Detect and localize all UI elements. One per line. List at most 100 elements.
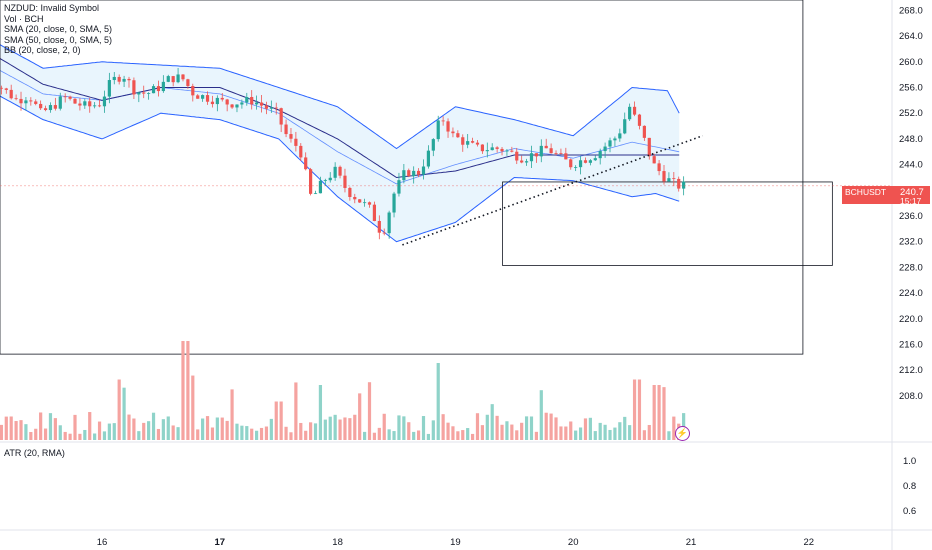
volume-bar [524, 416, 529, 440]
candle [215, 95, 219, 112]
candle [240, 99, 244, 109]
candle-body [500, 148, 504, 152]
volume-bar [309, 422, 313, 440]
candle [63, 93, 67, 103]
candle-body [520, 160, 524, 163]
volume-bar [181, 341, 185, 440]
candle [289, 128, 293, 143]
volume-bar [500, 424, 504, 440]
volume-bar [24, 424, 28, 440]
volume-bar [534, 431, 538, 440]
candle [43, 105, 48, 112]
candle [39, 100, 43, 111]
candle-body [161, 81, 165, 92]
drawing-rectangle [502, 181, 833, 266]
candle-body [362, 202, 367, 204]
volume-bar [255, 430, 259, 440]
candle [446, 118, 450, 138]
candle-body [392, 193, 396, 213]
legend-symbol[interactable]: NZDUD: Invalid Symbol [4, 3, 100, 13]
volume-bar [628, 425, 632, 440]
volume-bar [83, 429, 87, 440]
candle [127, 76, 131, 88]
candle [186, 78, 190, 89]
candle [677, 176, 681, 192]
candle [19, 91, 23, 111]
volume-bar [0, 424, 3, 440]
candle-body [529, 153, 534, 162]
candle [196, 94, 200, 99]
candle-body [618, 133, 622, 139]
volume-bar [176, 427, 180, 440]
candle-body [416, 170, 421, 175]
candle-body [407, 170, 411, 177]
volume-bar [461, 430, 465, 440]
volume-bar [39, 412, 43, 440]
price-badge-countdown: 15:17 [900, 196, 922, 206]
candle [402, 164, 406, 184]
candle [245, 92, 249, 106]
time-axis-tick: 17 [215, 537, 226, 548]
candle-body [137, 92, 141, 95]
legend-sma20[interactable]: SMA (20, close, 0, SMA, 5) [4, 24, 113, 34]
volume-bar [147, 421, 151, 440]
candle-body [43, 108, 48, 111]
candle-body [441, 120, 445, 122]
candle [255, 95, 259, 110]
volume-bar [107, 423, 111, 440]
volume-bar [618, 422, 622, 440]
volume-bar [466, 428, 470, 440]
price-axis-tick: 252.0 [899, 108, 923, 119]
candle [554, 150, 558, 156]
candle-body [510, 150, 514, 152]
candle [112, 72, 116, 85]
candle [397, 172, 401, 197]
candle-body [299, 145, 303, 158]
candle [367, 201, 372, 208]
candle-body [451, 131, 455, 134]
candle-body [358, 199, 362, 203]
candle [539, 139, 543, 163]
candle [470, 137, 475, 144]
volume-bar [372, 432, 377, 440]
candle [137, 91, 141, 103]
candle-body [14, 98, 18, 100]
volume-bar [294, 382, 298, 440]
volume-bar [29, 432, 33, 440]
legend-sma50[interactable]: SMA (50, close, 0, SMA, 5) [4, 34, 113, 45]
volume-bar [446, 422, 450, 440]
candle-body [456, 133, 460, 138]
candle [623, 112, 627, 135]
candle [58, 92, 62, 111]
candle [9, 84, 13, 100]
candle [510, 146, 514, 153]
volume-bar [63, 431, 67, 440]
candle-body [505, 150, 509, 152]
legend-bb[interactable]: BB (20, close, 2, 0) [4, 45, 81, 55]
last-price-badge: BCHUSDT 240.7 15:17 [842, 186, 930, 206]
candle-body [240, 102, 244, 105]
candle [14, 94, 18, 101]
candle-body [559, 153, 563, 155]
volume-bar [588, 417, 592, 440]
atr-axis-tick: 0.6 [903, 506, 916, 517]
lightning-icon[interactable]: ⚡ [675, 426, 690, 441]
candle-body [63, 96, 67, 98]
price-axis-tick: 264.0 [899, 31, 923, 42]
candle-body [574, 167, 578, 168]
atr-indicator-label[interactable]: ATR (20, RMA) [4, 448, 65, 458]
candle-body [338, 166, 342, 176]
volume-bar [313, 423, 318, 440]
volume-bar [88, 412, 92, 440]
candle [313, 190, 318, 195]
legend-volume[interactable]: Vol · BCH [4, 13, 44, 24]
volume-bar [284, 426, 288, 440]
candle [318, 176, 323, 194]
volume-bar [220, 417, 224, 440]
volume-bar [102, 431, 107, 440]
volume-bar [53, 418, 57, 440]
candle [392, 191, 396, 218]
bollinger-upper-line [0, 44, 680, 150]
candle [564, 147, 568, 160]
